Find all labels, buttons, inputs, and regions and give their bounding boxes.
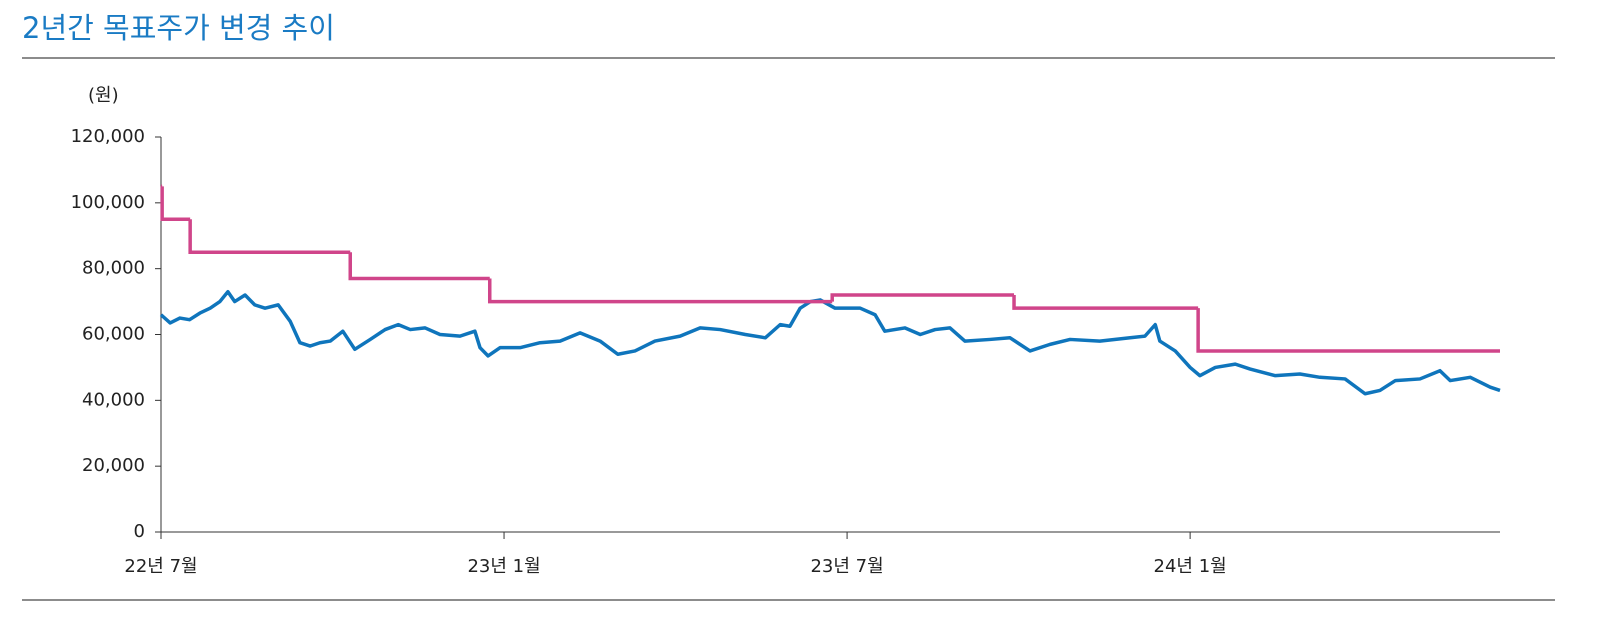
y-tick-label: 100,000: [71, 192, 145, 213]
target-step: [830, 293, 1015, 302]
y-tick-label: 0: [134, 521, 145, 542]
x-tick-label: 24년 1월: [1154, 556, 1227, 577]
target-step: [160, 186, 191, 222]
price-line: [159, 289, 1501, 396]
x-tick-label: 23년 1월: [467, 556, 540, 577]
chart-title: 2년간 목표주가 변경 추이: [22, 11, 335, 45]
target-step: [1012, 295, 1199, 310]
target-step: [487, 278, 833, 304]
target-step: [188, 219, 351, 254]
target-step: [348, 252, 490, 281]
y-tick-label: 60,000: [82, 324, 145, 345]
y-tick-label: 80,000: [82, 258, 145, 279]
y-axis-label: (원): [88, 85, 119, 106]
y-tick-label: 40,000: [82, 389, 145, 410]
y-tick-label: 120,000: [71, 126, 145, 147]
target-step: [1196, 308, 1500, 353]
x-tick-label: 22년 7월: [124, 556, 197, 577]
y-tick-label: 20,000: [82, 455, 145, 476]
x-tick-label: 23년 7월: [810, 556, 883, 577]
